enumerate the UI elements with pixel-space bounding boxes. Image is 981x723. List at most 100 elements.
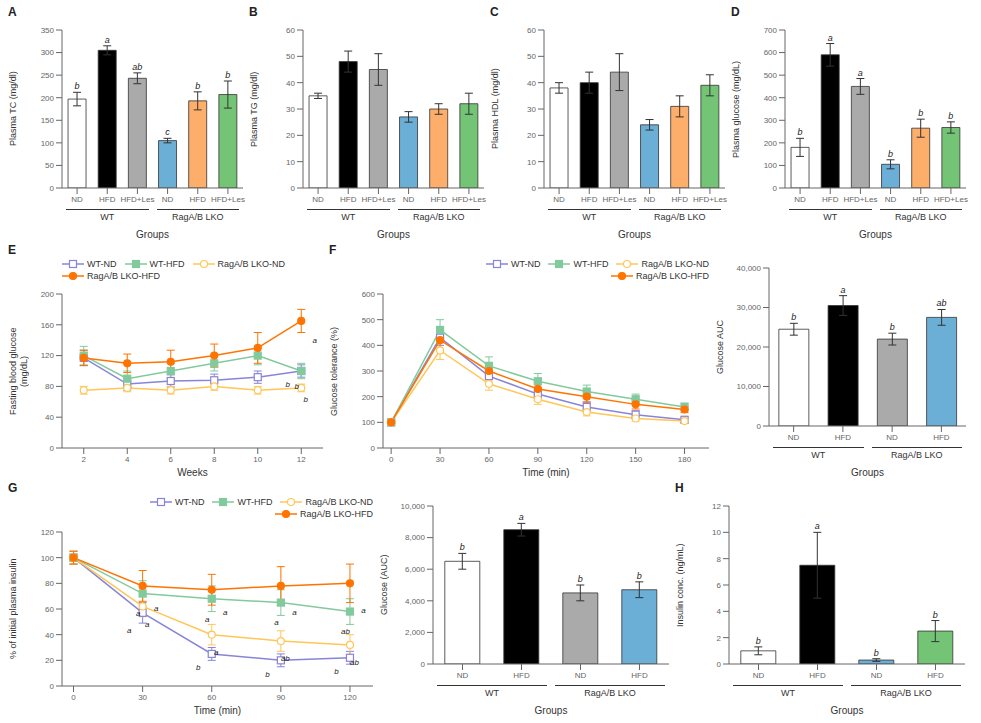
svg-text:100: 100 bbox=[764, 161, 778, 170]
svg-text:a: a bbox=[519, 512, 524, 522]
svg-text:300: 300 bbox=[764, 116, 778, 125]
svg-text:150: 150 bbox=[629, 455, 643, 464]
svg-text:HFD+Les: HFD+Les bbox=[211, 195, 245, 204]
svg-text:40,000: 40,000 bbox=[737, 264, 762, 273]
svg-text:a: a bbox=[205, 615, 210, 624]
svg-text:180: 180 bbox=[678, 455, 692, 464]
svg-text:ND: ND bbox=[312, 195, 324, 204]
svg-text:HFD: HFD bbox=[581, 195, 598, 204]
svg-text:20: 20 bbox=[45, 656, 54, 665]
svg-text:HFD: HFD bbox=[513, 671, 530, 680]
svg-text:a: a bbox=[214, 648, 219, 657]
svg-text:60: 60 bbox=[527, 26, 536, 35]
svg-text:ND: ND bbox=[753, 671, 765, 680]
svg-text:b: b bbox=[334, 667, 339, 676]
svg-text:100: 100 bbox=[41, 554, 55, 563]
svg-text:HFD: HFD bbox=[340, 195, 357, 204]
svg-text:a: a bbox=[361, 606, 366, 615]
svg-text:90: 90 bbox=[276, 693, 285, 702]
svg-text:HFD+Les: HFD+Les bbox=[602, 195, 636, 204]
svg-text:0: 0 bbox=[50, 184, 55, 193]
svg-text:50: 50 bbox=[527, 52, 536, 61]
svg-text:50: 50 bbox=[45, 161, 54, 170]
svg-text:ND: ND bbox=[403, 195, 415, 204]
svg-text:b: b bbox=[888, 149, 893, 159]
svg-text:0: 0 bbox=[371, 444, 376, 453]
svg-text:ND: ND bbox=[553, 195, 565, 204]
svg-text:200: 200 bbox=[362, 393, 376, 402]
svg-text:ND: ND bbox=[885, 195, 897, 204]
svg-text:250: 250 bbox=[41, 71, 55, 80]
svg-text:ND: ND bbox=[788, 433, 800, 442]
svg-text:ND: ND bbox=[644, 195, 656, 204]
svg-text:ab: ab bbox=[132, 62, 142, 72]
svg-text:120: 120 bbox=[41, 351, 55, 360]
svg-text:40: 40 bbox=[527, 79, 536, 88]
svg-text:ND: ND bbox=[71, 195, 83, 204]
svg-text:0: 0 bbox=[757, 422, 762, 431]
svg-text:b: b bbox=[295, 382, 300, 391]
svg-text:200: 200 bbox=[41, 94, 55, 103]
svg-text:8: 8 bbox=[212, 455, 217, 464]
svg-text:50: 50 bbox=[286, 52, 295, 61]
svg-text:HFD+Les: HFD+Les bbox=[361, 195, 395, 204]
svg-text:a: a bbox=[223, 608, 228, 617]
svg-text:a: a bbox=[127, 626, 132, 635]
svg-text:10: 10 bbox=[712, 528, 721, 537]
svg-text:a: a bbox=[292, 608, 297, 617]
svg-text:400: 400 bbox=[764, 94, 778, 103]
svg-text:ab: ab bbox=[350, 658, 359, 667]
svg-text:6,000: 6,000 bbox=[405, 565, 426, 574]
svg-text:80: 80 bbox=[45, 579, 54, 588]
svg-text:HFD: HFD bbox=[913, 195, 930, 204]
svg-text:600: 600 bbox=[764, 48, 778, 57]
svg-text:b: b bbox=[265, 670, 270, 679]
svg-text:b: b bbox=[756, 636, 761, 646]
svg-text:20,000: 20,000 bbox=[737, 343, 762, 352]
svg-text:400: 400 bbox=[362, 341, 376, 350]
svg-text:500: 500 bbox=[764, 71, 778, 80]
svg-text:HFD: HFD bbox=[822, 195, 839, 204]
svg-text:HFD+Les: HFD+Les bbox=[843, 195, 877, 204]
svg-text:4: 4 bbox=[125, 455, 130, 464]
svg-text:b: b bbox=[637, 571, 642, 581]
svg-text:b: b bbox=[948, 111, 953, 121]
svg-text:2: 2 bbox=[82, 455, 87, 464]
svg-text:b: b bbox=[918, 108, 923, 118]
svg-text:10: 10 bbox=[527, 158, 536, 167]
svg-text:0: 0 bbox=[50, 444, 55, 453]
svg-text:HFD: HFD bbox=[933, 433, 950, 442]
svg-text:2,000: 2,000 bbox=[405, 628, 426, 637]
svg-text:500: 500 bbox=[362, 316, 376, 325]
svg-text:HFD+Les: HFD+Les bbox=[934, 195, 968, 204]
svg-text:0: 0 bbox=[291, 184, 296, 193]
svg-text:30,000: 30,000 bbox=[737, 303, 762, 312]
svg-text:HFD: HFD bbox=[631, 671, 648, 680]
svg-text:b: b bbox=[304, 395, 309, 404]
svg-text:b: b bbox=[225, 70, 230, 80]
svg-text:b: b bbox=[195, 81, 200, 91]
svg-text:ND: ND bbox=[794, 195, 806, 204]
svg-text:6: 6 bbox=[169, 455, 174, 464]
svg-text:a: a bbox=[274, 618, 279, 627]
svg-text:b: b bbox=[578, 574, 583, 584]
svg-text:600: 600 bbox=[362, 290, 376, 299]
svg-text:200: 200 bbox=[764, 139, 778, 148]
svg-text:c: c bbox=[165, 127, 170, 137]
svg-text:60: 60 bbox=[286, 26, 295, 35]
svg-text:a: a bbox=[858, 68, 863, 78]
svg-text:HFD+Les: HFD+Les bbox=[693, 195, 727, 204]
svg-text:20: 20 bbox=[286, 131, 295, 140]
svg-text:160: 160 bbox=[41, 321, 55, 330]
svg-text:8,000: 8,000 bbox=[405, 533, 426, 542]
svg-text:200: 200 bbox=[41, 290, 55, 299]
svg-text:b: b bbox=[798, 127, 803, 137]
svg-text:a: a bbox=[154, 604, 159, 613]
svg-text:HFD+Les: HFD+Les bbox=[120, 195, 154, 204]
svg-text:a: a bbox=[105, 35, 110, 45]
svg-text:a: a bbox=[828, 33, 833, 43]
svg-text:100: 100 bbox=[41, 139, 55, 148]
svg-text:ND: ND bbox=[886, 433, 898, 442]
svg-text:30: 30 bbox=[527, 105, 536, 114]
svg-text:30: 30 bbox=[436, 455, 445, 464]
